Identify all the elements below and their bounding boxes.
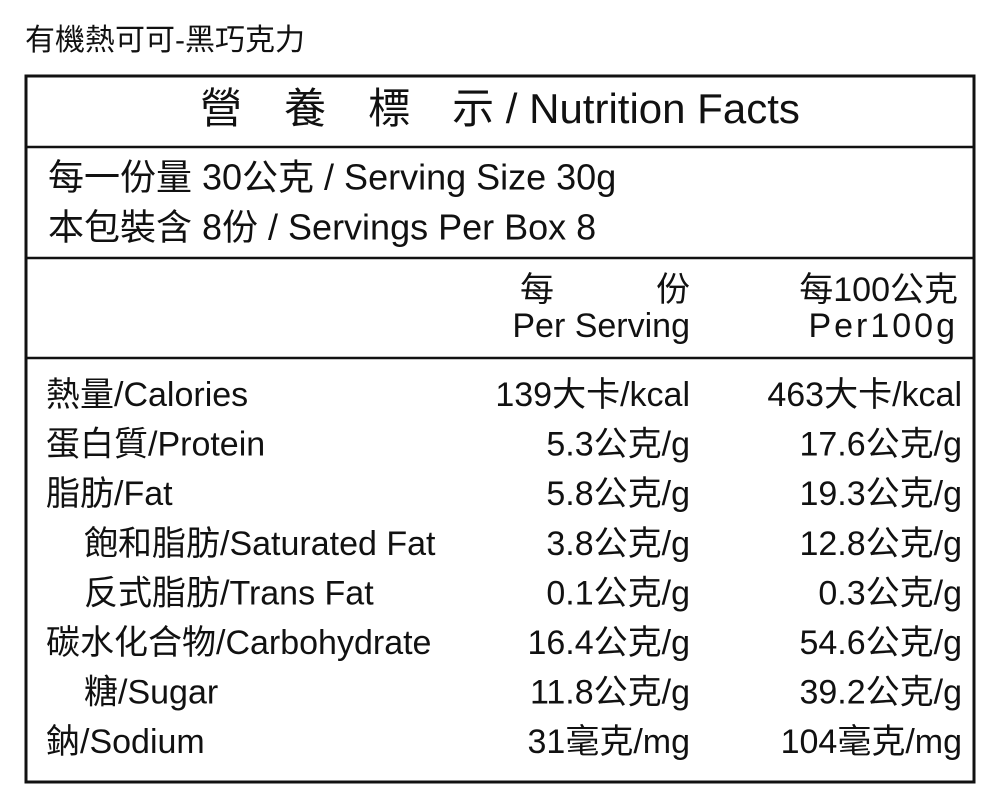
per-serving: 139大卡/kcal: [495, 376, 690, 414]
product-title: 有機熱可可-黑巧克力: [25, 24, 305, 57]
per-100g: 104毫克/mg: [781, 723, 962, 761]
row-label: 鈉/Sodium: [46, 723, 205, 761]
per-serving: 0.1公克/g: [546, 574, 690, 612]
rows: 熱量/Calories 139大卡/kcal 463大卡/kcal 蛋白質/Prote…: [46, 376, 962, 761]
per-serving: 11.8公克/g: [530, 674, 690, 712]
per-serving: 3.8公克/g: [546, 525, 690, 563]
row-label: 反式脂肪/Trans Fat: [84, 574, 374, 612]
per-serving: 5.8公克/g: [546, 475, 690, 513]
per-100g: 54.6公克/g: [799, 624, 962, 662]
column-header: Per Serving: [512, 307, 690, 345]
row-label: 脂肪/Fat: [46, 475, 173, 513]
per-100g: 463大卡/kcal: [767, 376, 962, 414]
per-100g: 19.3公克/g: [799, 475, 962, 513]
row-label: 熱量/Calories: [46, 376, 248, 414]
row-label: 蛋白質/Protein: [46, 426, 265, 464]
row-label: 碳水化合物/Carbohydrate: [46, 624, 431, 662]
per-serving: 16.4公克/g: [527, 624, 690, 662]
per-100g: 0.3公克/g: [818, 574, 962, 612]
column-header: Per100g: [808, 307, 958, 345]
per-100g: 12.8公克/g: [799, 525, 962, 563]
row-label: 糖/Sugar: [84, 674, 218, 712]
row-label: 飽和脂肪/Saturated Fat: [84, 525, 436, 563]
table-border: [24, 74, 976, 784]
per-serving: 5.3公克/g: [546, 426, 690, 464]
table-header: 營 養 標 示 / Nutrition Facts: [200, 85, 800, 132]
column-header: 每100公克: [799, 271, 958, 309]
column-header: 每 份: [520, 271, 690, 309]
servings-per-box: 本包裝含 8份 / Servings Per Box 8: [48, 207, 596, 248]
per-serving: 31毫克/mg: [528, 723, 691, 761]
per-100g: 39.2公克/g: [799, 674, 962, 712]
per-100g: 17.6公克/g: [799, 426, 962, 464]
serving-size: 每一份量 30公克 / Serving Size 30g: [48, 157, 616, 198]
